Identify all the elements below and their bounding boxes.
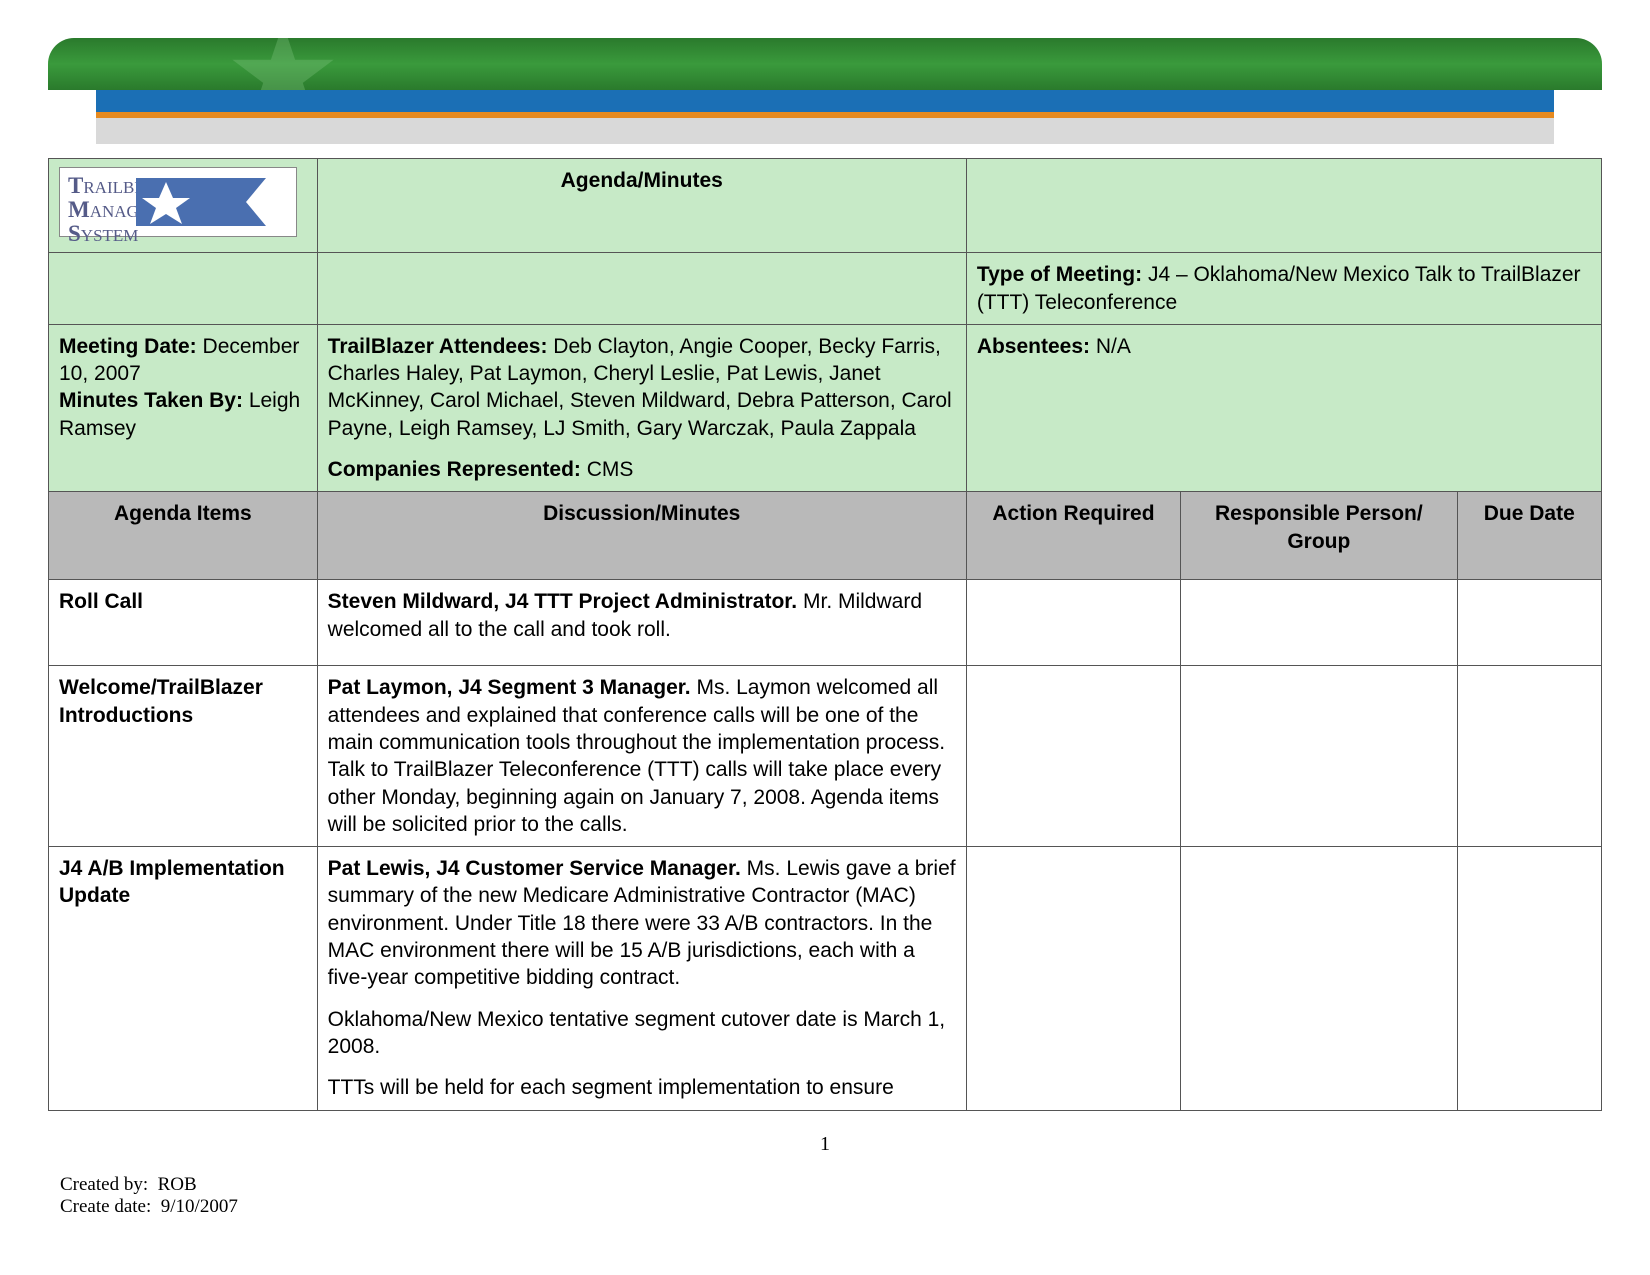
action-cell	[966, 666, 1180, 847]
attendees-label: TrailBlazer Attendees:	[328, 335, 548, 358]
due-cell	[1457, 666, 1601, 847]
agenda-cell: Welcome/TrailBlazer Introductions	[49, 666, 318, 847]
logo-line3-rest: YSTEM	[81, 226, 139, 245]
attendees-cell: TrailBlazer Attendees: Deb Clayton, Angi…	[317, 324, 966, 491]
col-due: Due Date	[1457, 492, 1601, 580]
minutes-taken-by-label: Minutes Taken By:	[59, 389, 243, 412]
col-responsible: Responsible Person/ Group	[1181, 492, 1457, 580]
header-blank-1	[966, 159, 1601, 253]
footer: Created by: ROB Create date: 9/10/2007	[0, 1156, 1650, 1218]
table-row: Welcome/TrailBlazer IntroductionsPat Lay…	[49, 666, 1602, 847]
title-cell: Agenda/Minutes	[317, 159, 966, 253]
companies-value: CMS	[587, 458, 634, 481]
logo-cell: TRAILBLAZER MANAGEMENT SYSTEM	[49, 159, 318, 253]
responsible-cell	[1181, 666, 1457, 847]
meeting-meta-cell: Meeting Date: December 10, 2007 Minutes …	[49, 324, 318, 491]
companies-label: Companies Represented:	[328, 458, 581, 481]
logo-line2-big: M	[68, 197, 90, 222]
action-cell	[966, 580, 1180, 666]
logo-flag-icon	[136, 174, 286, 230]
header-row-2: Type of Meeting: J4 – Oklahoma/New Mexic…	[49, 253, 1602, 325]
doc-title: Agenda/Minutes	[561, 169, 723, 192]
due-cell	[1457, 847, 1601, 1110]
col-discussion: Discussion/Minutes	[317, 492, 966, 580]
responsible-cell	[1181, 580, 1457, 666]
absentees-label: Absentees:	[977, 335, 1090, 358]
stripe-gray	[96, 118, 1554, 144]
type-of-meeting-label: Type of Meeting:	[977, 263, 1142, 286]
page: TRAILBLAZER MANAGEMENT SYSTEM Agenda/Min…	[0, 0, 1650, 1258]
rows-body: Roll CallSteven Mildward, J4 TTT Project…	[49, 580, 1602, 1110]
logo-line1-big: T	[68, 173, 83, 198]
col-agenda: Agenda Items	[49, 492, 318, 580]
header-row-1: TRAILBLAZER MANAGEMENT SYSTEM Agenda/Min…	[49, 159, 1602, 253]
col-action: Action Required	[966, 492, 1180, 580]
create-date-label: Create date:	[60, 1196, 151, 1217]
stripe-blue	[96, 90, 1554, 112]
content: TRAILBLAZER MANAGEMENT SYSTEM Agenda/Min…	[0, 144, 1650, 1111]
due-cell	[1457, 580, 1601, 666]
discussion-cell: Pat Lewis, J4 Customer Service Manager. …	[317, 847, 966, 1110]
absentees-value: N/A	[1096, 335, 1131, 358]
table-row: Roll CallSteven Mildward, J4 TTT Project…	[49, 580, 1602, 666]
agenda-cell: Roll Call	[49, 580, 318, 666]
logo: TRAILBLAZER MANAGEMENT SYSTEM	[59, 167, 297, 237]
table-row: J4 A/B Implementation UpdatePat Lewis, J…	[49, 847, 1602, 1110]
create-date-value: 9/10/2007	[161, 1196, 238, 1217]
logo-line3-big: S	[68, 221, 81, 246]
agenda-cell: J4 A/B Implementation Update	[49, 847, 318, 1110]
type-of-meeting-cell: Type of Meeting: J4 – Oklahoma/New Mexic…	[966, 253, 1601, 325]
page-number: 1	[0, 1133, 1650, 1156]
column-header-row: Agenda Items Discussion/Minutes Action R…	[49, 492, 1602, 580]
created-by-value: ROB	[158, 1174, 197, 1195]
absentees-cell: Absentees: N/A	[966, 324, 1601, 491]
banner	[48, 38, 1602, 90]
discussion-cell: Pat Laymon, J4 Segment 3 Manager. Ms. La…	[317, 666, 966, 847]
header-blank-2a	[49, 253, 318, 325]
header-row-3: Meeting Date: December 10, 2007 Minutes …	[49, 324, 1602, 491]
main-table: TRAILBLAZER MANAGEMENT SYSTEM Agenda/Min…	[48, 158, 1602, 1111]
meeting-date-label: Meeting Date:	[59, 335, 197, 358]
discussion-cell: Steven Mildward, J4 TTT Project Administ…	[317, 580, 966, 666]
banner-star-icon	[228, 38, 338, 90]
responsible-cell	[1181, 847, 1457, 1110]
created-by-label: Created by:	[60, 1174, 148, 1195]
banner-wrap	[0, 0, 1650, 144]
action-cell	[966, 847, 1180, 1110]
header-blank-2b	[317, 253, 966, 325]
